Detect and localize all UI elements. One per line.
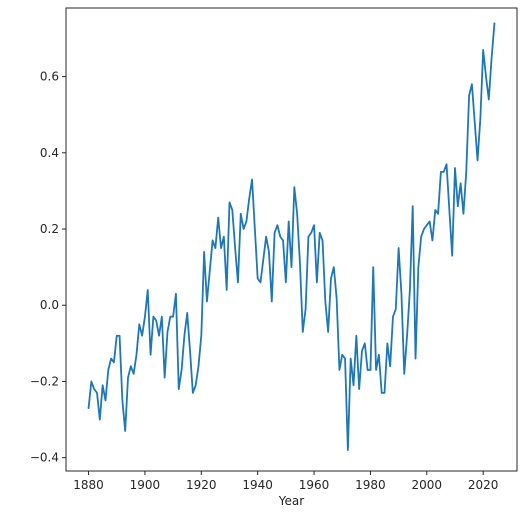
y-tick-label: 0.6 xyxy=(40,70,59,84)
x-tick-label: 1880 xyxy=(73,478,104,492)
plot-frame xyxy=(65,7,518,472)
x-tick-label: 1980 xyxy=(355,478,386,492)
y-tick-label: −0.4 xyxy=(30,451,59,465)
x-axis-ticks: 1880 1900 1920 1940 1960 1980 2000 2020 xyxy=(73,471,498,492)
x-tick-label: 1940 xyxy=(242,478,273,492)
y-tick-label: 0.2 xyxy=(40,222,59,236)
x-tick-label: 2000 xyxy=(412,478,443,492)
x-tick-label: 1960 xyxy=(299,478,330,492)
x-axis-label: Year xyxy=(278,494,304,508)
y-tick-label: 0.4 xyxy=(40,146,59,160)
x-tick-label: 2020 xyxy=(468,478,499,492)
y-tick-label: −0.2 xyxy=(30,374,59,388)
y-axis-ticks: −0.4 −0.2 0.0 0.2 0.4 0.6 xyxy=(30,70,66,465)
x-tick-label: 1920 xyxy=(186,478,217,492)
series-line xyxy=(87,22,496,451)
x-tick-label: 1900 xyxy=(130,478,161,492)
y-tick-label: 0.0 xyxy=(40,298,59,312)
